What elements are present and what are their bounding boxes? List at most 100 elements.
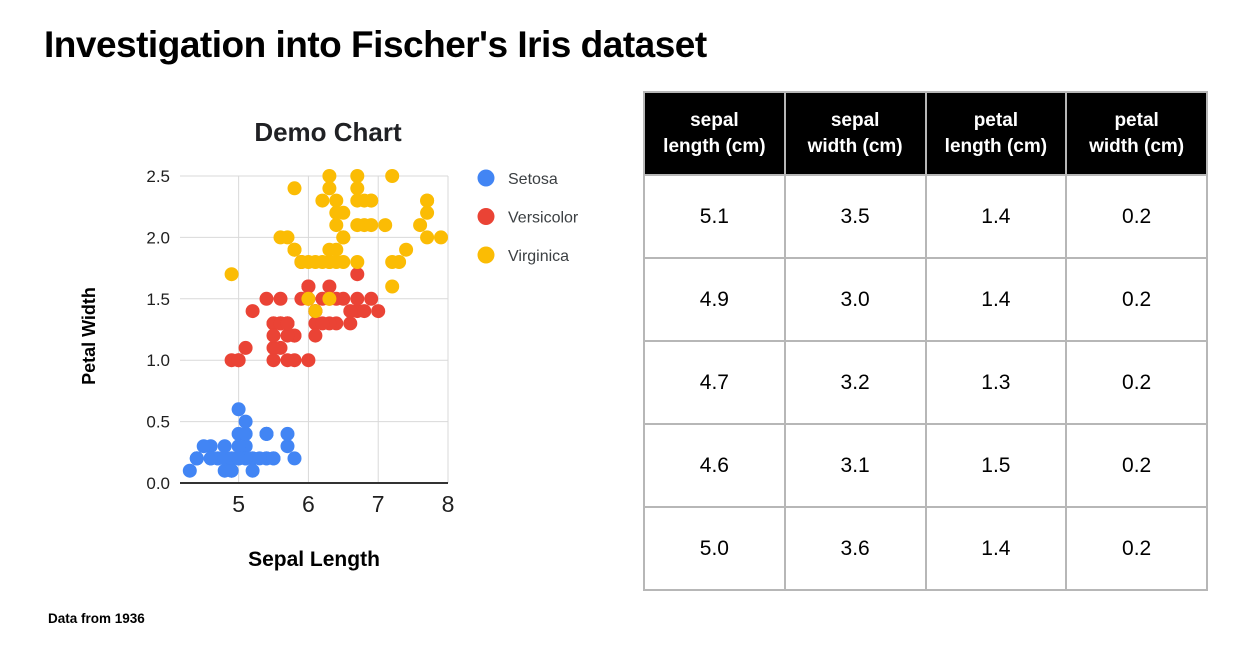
table-header-row: sepal length (cm) sepal width (cm) petal leng… (643, 91, 1208, 176)
scatter-point-virginica (434, 230, 448, 245)
table-cell: 3.0 (783, 257, 927, 342)
chart-points (182, 169, 448, 478)
table-row: 5.0 3.6 1.4 0.2 (643, 506, 1208, 591)
table-cell: 0.2 (1065, 423, 1208, 508)
table-cell: 5.0 (643, 506, 786, 591)
table-cell: 3.2 (783, 340, 927, 425)
scatter-point-setosa (287, 451, 302, 466)
scatter-point-versicolor (336, 291, 351, 306)
scatter-point-setosa (266, 451, 281, 466)
scatter-point-versicolor (266, 340, 281, 355)
table-cell: 0.2 (1065, 340, 1208, 425)
scatter-point-setosa (231, 402, 246, 417)
table-cell: 3.5 (783, 174, 927, 259)
scatter-point-versicolor (301, 353, 316, 368)
scatter-point-setosa (280, 426, 295, 441)
scatter-point-versicolor (322, 279, 337, 294)
table-cell: 1.4 (924, 174, 1068, 259)
scatter-point-virginica (378, 218, 393, 233)
scatter-point-virginica (322, 291, 337, 306)
slide-footer: Data from 1936 (48, 611, 145, 626)
table-cell: 4.7 (643, 340, 786, 425)
table-header-sepal-length: sepal length (cm) (643, 91, 786, 176)
scatter-point-virginica (329, 205, 344, 220)
table-cell: 4.9 (643, 257, 786, 342)
table-row: 5.1 3.5 1.4 0.2 (643, 174, 1208, 259)
table-cell: 4.6 (643, 423, 786, 508)
scatter-point-setosa (217, 439, 232, 454)
scatter-point-virginica (364, 218, 379, 233)
legend-label-virginica: Virginica (508, 248, 569, 265)
scatter-point-versicolor (371, 304, 386, 319)
scatter-point-versicolor (273, 291, 288, 306)
table-cell: 0.2 (1065, 506, 1208, 591)
scatter-point-setosa (182, 463, 197, 478)
scatter-point-virginica (308, 304, 323, 319)
table-row: 4.9 3.0 1.4 0.2 (643, 257, 1208, 342)
x-tick-label: 6 (302, 491, 315, 517)
x-tick-label: 7 (372, 491, 385, 517)
scatter-point-versicolor (238, 340, 253, 355)
scatter-point-setosa (196, 439, 211, 454)
table-header-sepal-width: sepal width (cm) (783, 91, 927, 176)
scatter-chart-svg: 0.0 0.5 1.0 1.5 2.0 2.5 5 6 7 8 Setosa Versicolor V… (79, 117, 579, 571)
y-tick-label: 2.0 (146, 228, 170, 247)
y-tick-label: 2.5 (146, 167, 170, 186)
scatter-point-virginica (287, 181, 302, 196)
scatter-point-versicolor (343, 316, 358, 331)
scatter-point-setosa (259, 426, 274, 441)
scatter-point-virginica (399, 242, 414, 257)
table-cell: 0.2 (1065, 257, 1208, 342)
table-cell: 3.1 (783, 423, 927, 508)
table-cell: 5.1 (643, 174, 786, 259)
scatter-point-setosa (231, 439, 246, 454)
scatter-point-virginica (329, 255, 344, 269)
legend-swatch-setosa (477, 169, 495, 187)
scatter-point-setosa (203, 451, 218, 466)
scatter-point-virginica (420, 205, 435, 220)
scatter-point-setosa (280, 439, 295, 454)
scatter-point-virginica (294, 255, 309, 269)
scatter-point-virginica (287, 242, 302, 257)
table-header-petal-width: petal width (cm) (1065, 91, 1208, 176)
y-tick-label: 0.5 (146, 413, 170, 432)
chart-title: Demo Chart (254, 117, 402, 147)
scatter-point-versicolor (266, 353, 281, 368)
scatter-point-versicolor (350, 291, 365, 306)
scatter-point-versicolor (343, 304, 358, 319)
scatter-point-virginica (350, 193, 365, 208)
y-axis-title: Petal Width (79, 287, 99, 385)
scatter-point-versicolor (231, 353, 246, 368)
scatter-point-setosa (189, 451, 204, 466)
scatter-point-virginica (350, 218, 365, 233)
scatter-point-versicolor (259, 291, 274, 306)
legend-label-versicolor: Versicolor (508, 210, 579, 227)
scatter-point-versicolor (350, 267, 365, 282)
table-row: 4.6 3.1 1.5 0.2 (643, 423, 1208, 508)
table-cell: 1.3 (924, 340, 1068, 425)
scatter-point-versicolor (266, 328, 281, 343)
scatter-point-virginica (322, 181, 337, 196)
table-header-petal-length: petal length (cm) (924, 91, 1068, 176)
table-cell: 3.6 (783, 506, 927, 591)
scatter-point-versicolor (357, 304, 372, 319)
scatter-point-virginica (301, 291, 316, 306)
scatter-point-versicolor (301, 279, 316, 294)
scatter-point-virginica (329, 218, 344, 233)
iris-table-body: 5.1 3.5 1.4 0.2 4.9 3.0 1.4 0.2 4.7 3.2 1.3 0.2 4.6 3… (643, 174, 1208, 591)
scatter-point-virginica (385, 255, 400, 269)
scatter-point-virginica (350, 181, 365, 196)
scatter-point-virginica (224, 267, 239, 282)
slide-title: Investigation into Fischer's Iris datase… (44, 24, 707, 65)
scatter-point-setosa (224, 463, 239, 478)
scatter-point-virginica (350, 255, 365, 269)
scatter-point-versicolor (280, 353, 295, 368)
chart-tick-labels: 0.0 0.5 1.0 1.5 2.0 2.5 5 6 7 8 (146, 167, 454, 517)
scatter-point-virginica (413, 218, 428, 233)
table-cell: 1.4 (924, 257, 1068, 342)
iris-table-head: sepal length (cm) sepal width (cm) petal leng… (643, 91, 1208, 176)
scatter-point-versicolor (245, 304, 260, 319)
scatter-point-virginica (420, 230, 435, 245)
scatter-point-setosa (238, 414, 253, 429)
